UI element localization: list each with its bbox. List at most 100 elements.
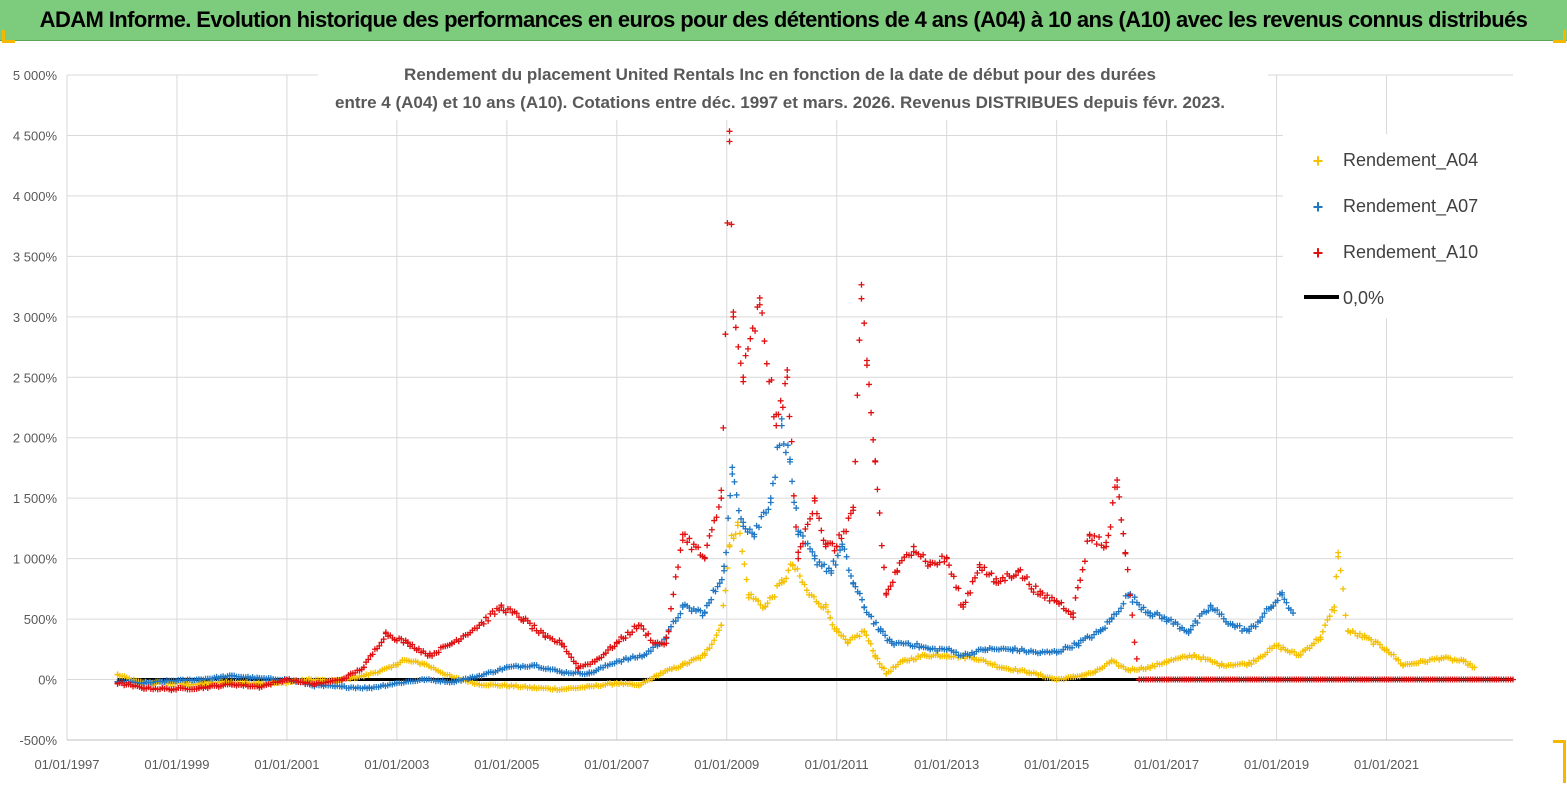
data-point <box>856 633 863 640</box>
data-point <box>360 672 367 679</box>
data-point <box>366 685 373 692</box>
data-point <box>845 515 852 522</box>
data-point <box>858 295 865 302</box>
data-point <box>981 564 988 571</box>
data-point <box>771 593 778 600</box>
data-point <box>802 526 809 533</box>
data-point <box>867 640 874 647</box>
data-point <box>1091 532 1098 539</box>
data-point <box>955 585 962 592</box>
x-tick-label: 01/01/2001 <box>254 757 319 772</box>
data-point <box>828 567 835 574</box>
data-point <box>724 565 731 572</box>
data-point <box>772 474 779 481</box>
data-point <box>228 681 235 688</box>
data-point <box>369 651 376 658</box>
data-point <box>878 542 885 549</box>
data-point <box>811 495 818 502</box>
corner-mark-top-right <box>1553 30 1566 43</box>
data-point <box>1290 610 1297 617</box>
data-point <box>421 676 428 683</box>
data-point <box>1422 658 1429 665</box>
data-point <box>1156 612 1163 619</box>
data-point <box>741 561 748 568</box>
data-point <box>780 441 787 448</box>
data-point <box>1306 645 1313 652</box>
data-point <box>605 647 612 654</box>
data-point <box>848 572 855 579</box>
data-point <box>1058 599 1065 606</box>
data-point <box>1125 666 1132 673</box>
data-point <box>761 338 768 345</box>
data-point <box>782 380 789 387</box>
data-point <box>1279 591 1286 598</box>
data-point <box>1163 658 1170 665</box>
data-point <box>881 564 888 571</box>
data-point <box>872 652 879 659</box>
data-point <box>1065 608 1072 615</box>
data-point <box>720 602 727 609</box>
data-point <box>938 553 945 560</box>
data-point <box>1131 639 1138 646</box>
data-point <box>767 495 774 502</box>
data-point <box>847 510 854 517</box>
data-point <box>388 664 395 671</box>
data-point <box>784 374 791 381</box>
data-point <box>887 668 894 675</box>
data-point <box>1001 577 1008 584</box>
data-point <box>1229 622 1236 629</box>
data-point <box>672 573 679 580</box>
data-point <box>613 640 620 647</box>
data-point <box>863 632 870 639</box>
data-point <box>795 531 802 538</box>
data-point <box>715 504 722 511</box>
data-point <box>715 627 722 634</box>
data-point <box>883 591 890 598</box>
banner-title: ADAM Informe. Evolution historique des p… <box>39 7 1528 32</box>
data-point <box>775 411 782 418</box>
data-point <box>874 486 881 493</box>
data-point <box>718 487 725 494</box>
data-point <box>701 652 708 659</box>
data-point <box>1081 558 1088 565</box>
legend-marker-a07: + <box>1313 197 1324 217</box>
data-point <box>476 622 483 629</box>
data-point <box>755 597 762 604</box>
data-point <box>799 533 806 540</box>
data-point <box>883 670 890 677</box>
data-point <box>622 635 629 642</box>
data-point <box>1273 642 1280 649</box>
data-point <box>737 360 744 367</box>
data-point <box>1438 654 1445 661</box>
data-point <box>803 587 810 594</box>
data-point <box>679 662 686 669</box>
data-point <box>1218 676 1225 683</box>
data-point <box>542 634 549 641</box>
data-point <box>714 583 721 590</box>
data-point <box>732 531 739 538</box>
x-tick-label: 01/01/1999 <box>144 757 209 772</box>
data-point <box>811 555 818 562</box>
data-point <box>140 685 147 692</box>
data-point <box>1218 611 1225 618</box>
x-tick-label: 01/01/2017 <box>1134 757 1199 772</box>
data-point <box>711 517 718 524</box>
data-point <box>793 505 800 512</box>
x-tick-label: 01/01/2021 <box>1354 757 1419 772</box>
data-point <box>1108 616 1115 623</box>
data-point <box>1259 614 1266 621</box>
data-point <box>712 588 719 595</box>
data-point <box>850 579 857 586</box>
data-point <box>686 604 693 611</box>
data-point <box>866 381 873 388</box>
data-point <box>1333 573 1340 580</box>
data-point <box>752 327 759 334</box>
data-point <box>943 652 950 659</box>
data-point <box>1140 604 1147 611</box>
data-point <box>1044 592 1051 599</box>
data-point <box>1026 581 1033 588</box>
corner-mark-bottom-right <box>1553 740 1566 783</box>
data-point <box>960 604 967 610</box>
data-point <box>870 436 877 443</box>
data-point <box>740 519 747 526</box>
